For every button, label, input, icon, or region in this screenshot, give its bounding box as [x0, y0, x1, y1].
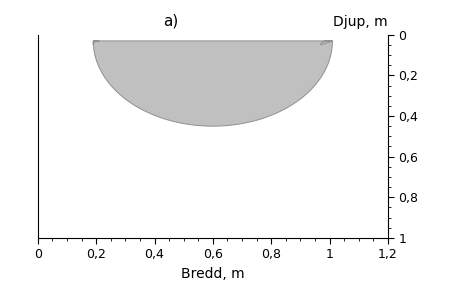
- Text: a): a): [163, 14, 178, 29]
- X-axis label: Bredd, m: Bredd, m: [181, 267, 245, 281]
- Polygon shape: [93, 41, 333, 126]
- Text: Djup, m: Djup, m: [333, 15, 388, 29]
